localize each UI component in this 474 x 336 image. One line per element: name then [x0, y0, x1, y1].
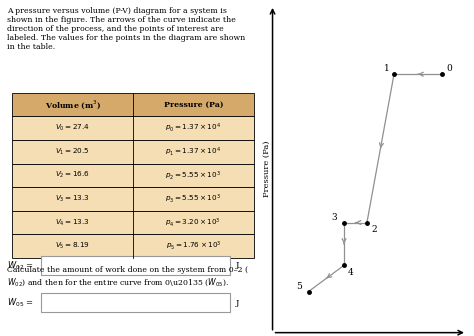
Text: $p_0 = 1.37 \times 10^4$: $p_0 = 1.37 \times 10^4$	[165, 122, 221, 134]
Text: $W_{05}$ =: $W_{05}$ =	[7, 296, 34, 309]
Text: Calculate the amount of work done on the system from 0–2 (
$W_{02}$) and then fo: Calculate the amount of work done on the…	[7, 266, 248, 288]
Y-axis label: Pressure (Pa): Pressure (Pa)	[263, 140, 271, 197]
Bar	[12, 93, 254, 117]
Text: $V_2 = 16.6$: $V_2 = 16.6$	[55, 170, 90, 180]
Bar	[12, 187, 254, 211]
Text: Volume (m$^3$): Volume (m$^3$)	[45, 98, 101, 111]
Text: $V_0 = 27.4$: $V_0 = 27.4$	[55, 123, 90, 133]
Text: $p_2 = 5.55 \times 10^3$: $p_2 = 5.55 \times 10^3$	[165, 169, 221, 182]
Bar	[12, 164, 254, 187]
Text: $V_4 = 13.3$: $V_4 = 13.3$	[55, 217, 90, 228]
Text: $p_1 = 1.37 \times 10^4$: $p_1 = 1.37 \times 10^4$	[165, 145, 221, 158]
Bar	[12, 116, 254, 140]
Text: 3: 3	[331, 213, 337, 222]
Bar	[12, 140, 254, 164]
Text: 5: 5	[296, 282, 302, 291]
Bar	[12, 235, 254, 258]
Text: Pressure (Pa): Pressure (Pa)	[164, 100, 223, 109]
Text: $p_5 = 1.76 \times 10^3$: $p_5 = 1.76 \times 10^3$	[165, 240, 221, 252]
Text: $V_3 = 13.3$: $V_3 = 13.3$	[55, 194, 90, 204]
Text: $p_3 = 5.55 \times 10^3$: $p_3 = 5.55 \times 10^3$	[165, 193, 221, 205]
Text: $p_4 = 3.20 \times 10^3$: $p_4 = 3.20 \times 10^3$	[165, 216, 221, 229]
Text: J: J	[236, 298, 239, 306]
Bar	[12, 211, 254, 235]
X-axis label: Volume (m$^3$): Volume (m$^3$)	[342, 334, 397, 336]
Text: A pressure versus volume (P-V) diagram for a system is
shown in the figure. The : A pressure versus volume (P-V) diagram f…	[7, 7, 246, 51]
Text: J: J	[236, 261, 239, 269]
Text: 0: 0	[446, 65, 452, 74]
Text: 4: 4	[348, 268, 354, 277]
Text: 2: 2	[371, 225, 377, 234]
Text: 1: 1	[384, 65, 390, 74]
Bar	[41, 293, 230, 312]
Bar	[41, 256, 230, 275]
Text: $V_5 = 8.19$: $V_5 = 8.19$	[55, 241, 90, 251]
Text: $V_1 = 20.5$: $V_1 = 20.5$	[55, 147, 90, 157]
Text: $W_{02}$ =: $W_{02}$ =	[7, 259, 34, 272]
